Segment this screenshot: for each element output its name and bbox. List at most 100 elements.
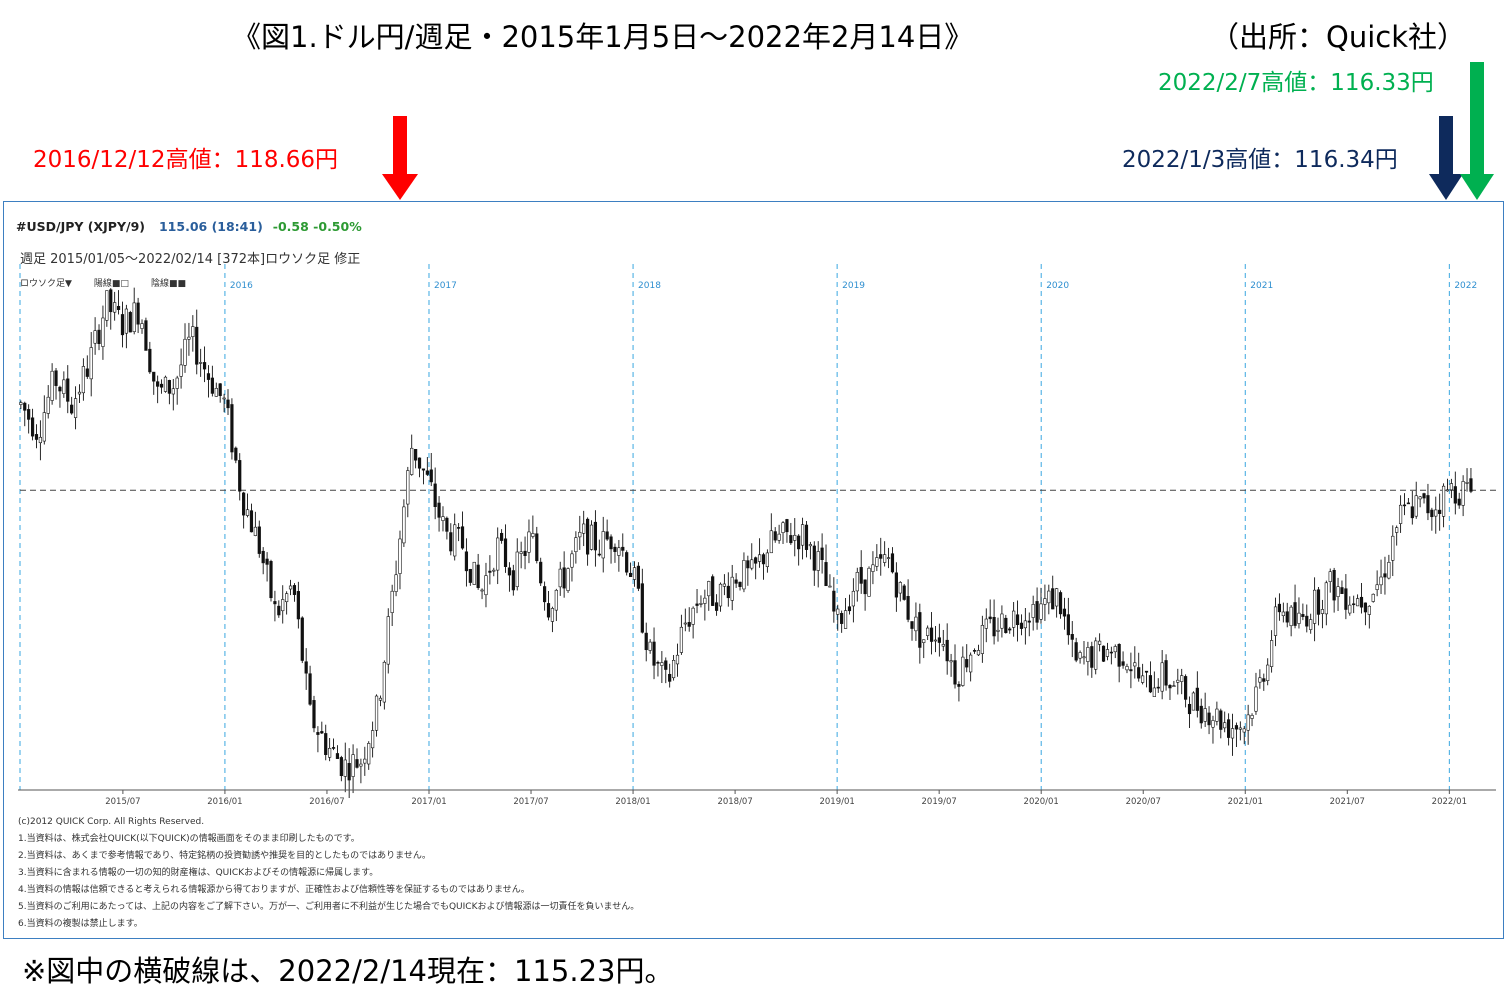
candle-body xyxy=(1019,622,1024,629)
candle xyxy=(671,655,676,681)
candle xyxy=(933,626,938,653)
candle-body xyxy=(1438,509,1442,514)
x-tick-label: 2015/07 xyxy=(105,797,140,807)
candle xyxy=(718,582,723,612)
candle-body xyxy=(585,518,590,555)
candle xyxy=(214,382,218,397)
candle-body xyxy=(558,568,562,588)
candle-body xyxy=(261,550,265,564)
candle-body xyxy=(754,557,758,564)
candle-body xyxy=(472,561,476,585)
candle xyxy=(66,365,70,414)
candle-body xyxy=(62,379,66,394)
candle-body xyxy=(902,585,906,600)
candle xyxy=(132,287,136,335)
candle-body xyxy=(1058,592,1063,615)
candle xyxy=(679,614,684,655)
candle-body xyxy=(832,590,836,612)
candle xyxy=(757,538,762,568)
candle-body xyxy=(1207,712,1211,726)
candle xyxy=(527,519,531,564)
candle-body xyxy=(933,639,938,642)
candle xyxy=(468,568,472,586)
candle-body xyxy=(132,302,136,332)
candle xyxy=(871,551,875,585)
candle xyxy=(429,452,433,487)
candle xyxy=(1203,692,1207,727)
legend-candle[interactable]: ロウソク足▼ xyxy=(20,279,72,289)
candle-body xyxy=(828,585,832,588)
candle xyxy=(245,493,250,518)
candle-body xyxy=(1371,593,1375,602)
candle-body xyxy=(824,562,828,587)
disclaimer-line: 1.当資料は、株式会社QUICK(以下QUICK)の情報画面をそのまま印刷したも… xyxy=(18,834,360,844)
candle xyxy=(242,491,246,529)
candle xyxy=(562,551,566,598)
candle xyxy=(171,378,175,411)
candle-body xyxy=(722,583,726,587)
candle xyxy=(1047,584,1051,615)
candle xyxy=(425,456,429,476)
candle xyxy=(1254,672,1258,715)
candle xyxy=(109,288,113,330)
candle xyxy=(73,386,78,430)
candle-body xyxy=(992,617,996,637)
candle-body xyxy=(1191,692,1196,711)
candle xyxy=(312,695,316,733)
candle xyxy=(167,379,171,405)
candle-body xyxy=(1027,620,1031,623)
high-2022-feb-annotation: 2022/2/7高値：116.33円 xyxy=(1158,70,1434,96)
candle xyxy=(1273,597,1278,647)
candle xyxy=(199,348,203,377)
candle xyxy=(492,567,496,577)
candle-body xyxy=(202,362,207,370)
candle-body xyxy=(926,627,930,636)
candle xyxy=(136,297,140,334)
candle xyxy=(789,522,793,545)
candle-body xyxy=(621,546,625,551)
candle-body xyxy=(617,547,621,556)
candle-body xyxy=(1043,598,1047,605)
candle xyxy=(1168,684,1172,701)
candle-body xyxy=(734,579,738,584)
candle xyxy=(1277,593,1282,621)
x-tick-label: 2021/01 xyxy=(1228,797,1263,807)
candle-body xyxy=(195,326,199,365)
candle xyxy=(515,538,519,591)
candle xyxy=(1430,507,1434,531)
candle xyxy=(1434,496,1438,534)
candle xyxy=(273,590,277,622)
candle-body xyxy=(300,617,304,661)
candle xyxy=(339,755,343,782)
candle-body xyxy=(1144,670,1149,673)
candle-body xyxy=(476,564,480,588)
candle xyxy=(558,561,562,596)
candle xyxy=(1340,580,1344,595)
candle xyxy=(507,562,512,592)
candle xyxy=(410,434,414,476)
candle-body xyxy=(292,585,297,595)
candle-body xyxy=(797,535,801,550)
candle-body xyxy=(730,576,734,601)
candle xyxy=(183,323,187,373)
candle-body xyxy=(773,531,777,541)
candle-body xyxy=(242,492,246,516)
candle xyxy=(664,657,668,684)
candle xyxy=(840,610,844,633)
candle xyxy=(1160,650,1164,700)
candle-body xyxy=(1023,620,1027,629)
candle xyxy=(77,384,82,403)
candle xyxy=(324,724,328,761)
candle-body xyxy=(93,330,97,344)
candle-body xyxy=(468,568,472,583)
candle xyxy=(1086,641,1090,676)
candle-body xyxy=(707,581,711,597)
candle-body xyxy=(136,302,140,325)
candle xyxy=(124,304,128,349)
candle-body xyxy=(953,660,957,685)
candle-body xyxy=(984,618,988,629)
candle-body xyxy=(1445,489,1450,492)
candle xyxy=(773,527,777,543)
candle xyxy=(914,602,918,641)
candle-body xyxy=(1453,486,1457,504)
